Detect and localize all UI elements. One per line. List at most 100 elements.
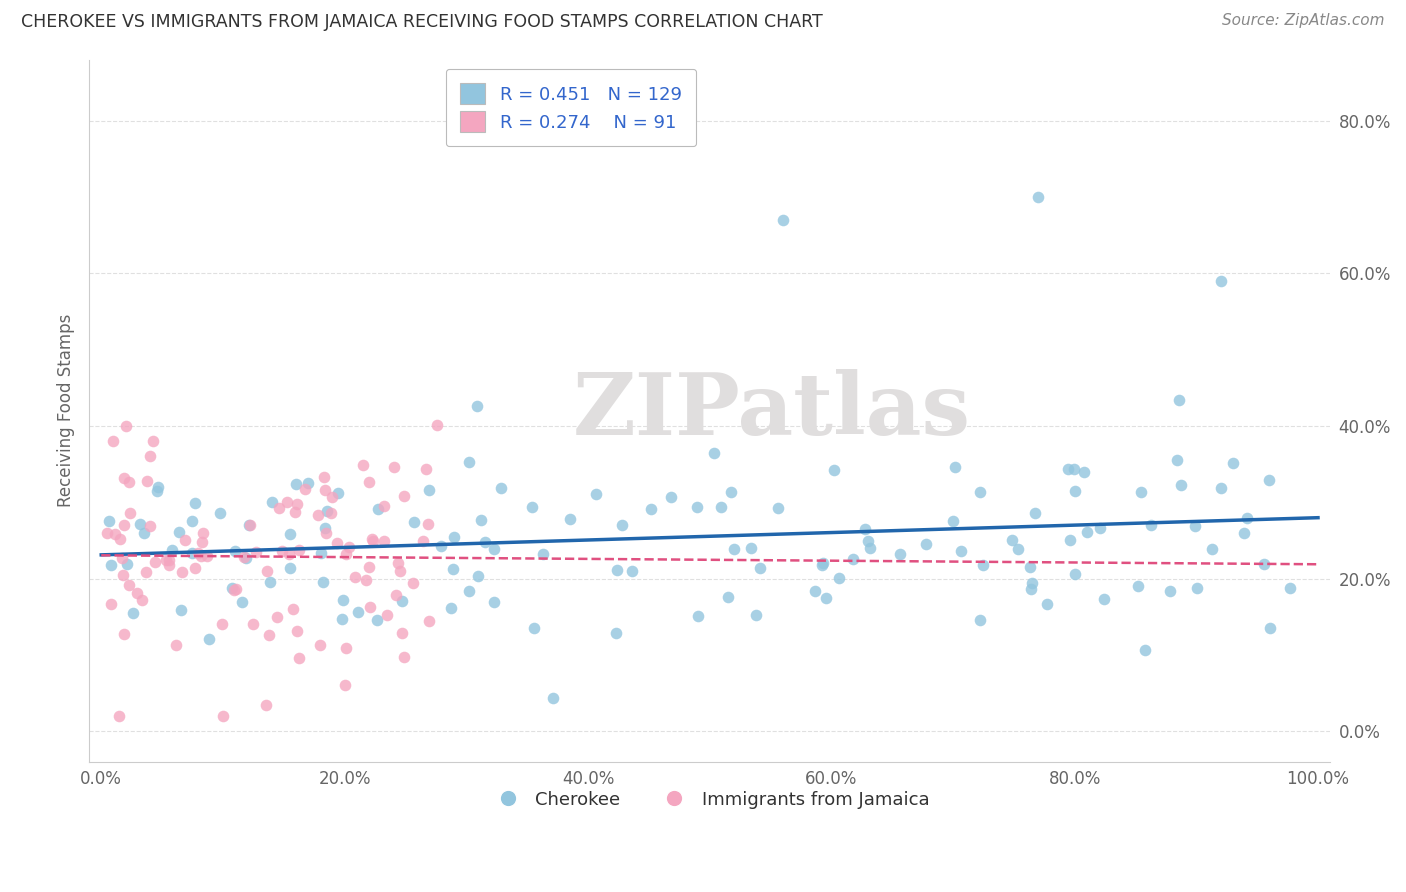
Point (375, 607, 398, 622)
Point (224, 543, 246, 558)
Point (276, 494, 298, 508)
Point (474, 535, 496, 549)
Point (1258, 621, 1281, 635)
Point (1088, 521, 1111, 535)
Point (402, 575, 425, 590)
Point (1279, 581, 1302, 595)
Point (107, 709, 129, 723)
Point (195, 549, 218, 564)
Point (1064, 483, 1087, 498)
Point (717, 591, 740, 605)
Point (418, 483, 440, 497)
Point (278, 547, 301, 561)
Point (190, 549, 212, 564)
Point (321, 507, 343, 521)
Point (132, 526, 155, 541)
Point (969, 613, 991, 627)
Point (969, 485, 991, 500)
Point (343, 570, 366, 584)
Point (1236, 511, 1258, 525)
Point (391, 626, 413, 640)
Point (257, 627, 280, 641)
Point (361, 534, 384, 549)
Point (749, 560, 772, 574)
Point (308, 638, 330, 652)
Point (238, 517, 260, 532)
Point (811, 556, 834, 570)
Point (814, 591, 837, 606)
Point (531, 547, 554, 561)
Point (523, 621, 546, 635)
Point (465, 399, 488, 413)
Point (853, 522, 876, 536)
Point (191, 526, 214, 541)
Point (278, 527, 301, 541)
Point (359, 599, 381, 614)
Point (157, 553, 180, 567)
Point (131, 593, 153, 607)
Point (146, 484, 169, 499)
Point (1064, 566, 1087, 581)
Point (259, 575, 281, 590)
Point (1019, 559, 1042, 574)
Point (285, 476, 308, 491)
Point (443, 530, 465, 544)
Point (1211, 482, 1233, 496)
Point (127, 586, 149, 600)
Point (366, 613, 388, 627)
Point (415, 462, 437, 476)
Point (367, 502, 389, 516)
Point (321, 491, 343, 505)
Point (1128, 579, 1150, 593)
Point (387, 556, 409, 570)
Point (312, 469, 335, 483)
Point (942, 514, 965, 528)
Point (278, 561, 301, 575)
Point (316, 504, 339, 518)
Point (1170, 478, 1192, 492)
Text: CHEROKEE VS IMMIGRANTS FROM JAMAICA RECEIVING FOOD STAMPS CORRELATION CHART: CHEROKEE VS IMMIGRANTS FROM JAMAICA RECE… (21, 13, 823, 31)
Point (354, 573, 377, 587)
Point (330, 612, 353, 626)
Point (659, 490, 682, 504)
Point (312, 574, 335, 589)
Point (235, 550, 257, 565)
Point (245, 545, 267, 559)
Point (605, 626, 627, 640)
Point (285, 624, 308, 639)
Point (723, 541, 745, 556)
Point (804, 583, 827, 598)
Point (384, 588, 406, 602)
Point (467, 569, 489, 583)
Point (373, 533, 395, 548)
Y-axis label: Receiving Food Stamps: Receiving Food Stamps (58, 314, 75, 508)
Point (720, 485, 742, 500)
Point (307, 508, 329, 522)
Point (122, 606, 145, 620)
Point (139, 450, 162, 464)
Point (1130, 484, 1153, 499)
Point (108, 533, 131, 547)
Point (173, 533, 195, 547)
Point (129, 516, 152, 531)
Point (184, 496, 207, 510)
Point (1159, 584, 1181, 599)
Text: ZIPatlas: ZIPatlas (572, 368, 970, 452)
Point (1166, 453, 1188, 467)
Point (382, 460, 405, 475)
Point (260, 495, 283, 509)
Point (1021, 576, 1043, 591)
Point (703, 446, 725, 460)
Point (148, 480, 170, 494)
Point (686, 500, 709, 515)
Point (242, 616, 264, 631)
Point (165, 638, 187, 652)
Point (1036, 598, 1059, 612)
Point (287, 651, 309, 665)
Point (440, 600, 463, 615)
Point (326, 536, 349, 550)
Point (482, 594, 505, 608)
Point (162, 543, 184, 558)
Point (347, 605, 370, 619)
Point (256, 564, 278, 578)
